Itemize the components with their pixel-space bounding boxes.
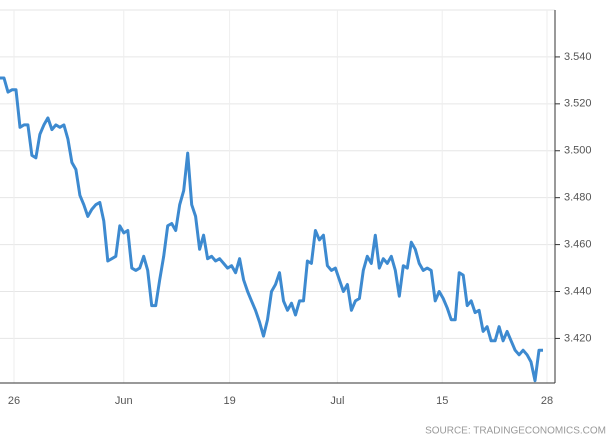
line xyxy=(0,76,543,383)
x-tick-label: 28 xyxy=(541,395,553,407)
x-tick-label: 26 xyxy=(8,395,20,407)
y-tick-label: 3.440 xyxy=(564,285,592,297)
x-tick-label: Jun xyxy=(115,395,133,407)
x-tick-label: 15 xyxy=(436,395,448,407)
x-tick-label: 19 xyxy=(223,395,235,407)
y-tick-label: 3.480 xyxy=(564,192,592,204)
x-tick-label: Jul xyxy=(330,395,344,407)
y-tick-label: 3.460 xyxy=(564,238,592,250)
y-tick-label: 3.500 xyxy=(564,145,592,157)
y-tick-label: 3.420 xyxy=(564,332,592,344)
y-tick-label: 3.520 xyxy=(564,98,592,110)
y-tick-label: 3.540 xyxy=(564,51,592,63)
source: SOURCE: TRADINGECONOMICS.COM xyxy=(425,426,606,434)
